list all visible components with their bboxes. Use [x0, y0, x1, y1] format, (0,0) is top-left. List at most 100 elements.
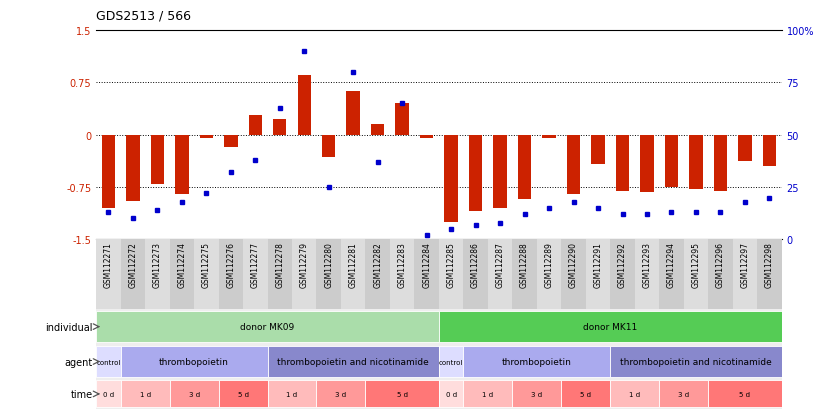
Text: 3 d: 3 d [678, 391, 690, 397]
Text: 3 d: 3 d [531, 391, 543, 397]
Bar [616, 135, 630, 191]
Bar [415, 240, 439, 309]
Text: GSM112271: GSM112271 [104, 242, 113, 288]
Bar [708, 380, 782, 407]
Bar [445, 135, 458, 223]
Bar [120, 240, 145, 309]
Bar [292, 240, 317, 309]
Bar [537, 240, 561, 309]
Bar [635, 240, 660, 309]
Text: 1 d: 1 d [140, 391, 150, 397]
Text: control: control [96, 358, 120, 365]
Text: GSM112290: GSM112290 [569, 242, 578, 288]
Bar [102, 135, 115, 209]
Bar [665, 135, 678, 188]
Bar [194, 240, 218, 309]
Text: GSM112277: GSM112277 [251, 242, 260, 288]
Text: GSM112274: GSM112274 [177, 242, 186, 288]
Text: GSM112278: GSM112278 [275, 242, 284, 288]
Text: GSM112275: GSM112275 [201, 242, 211, 288]
Bar [390, 240, 415, 309]
Bar [317, 380, 365, 407]
Bar [346, 92, 360, 135]
Text: GSM112273: GSM112273 [153, 242, 162, 288]
Bar [591, 135, 604, 165]
Bar [175, 135, 189, 195]
Text: GSM112276: GSM112276 [227, 242, 235, 288]
Text: agent: agent [64, 357, 93, 367]
Text: GSM112291: GSM112291 [594, 242, 603, 288]
Bar [567, 135, 580, 195]
Text: donor MK09: donor MK09 [241, 322, 294, 331]
Bar [517, 135, 532, 199]
Bar [317, 240, 341, 309]
Bar [420, 135, 433, 139]
Text: GSM112285: GSM112285 [446, 242, 456, 288]
Text: donor MK11: donor MK11 [584, 322, 637, 331]
Text: GSM112297: GSM112297 [741, 242, 749, 288]
Bar [512, 380, 561, 407]
Text: GSM112287: GSM112287 [496, 242, 505, 288]
Text: GSM112288: GSM112288 [520, 242, 529, 287]
Bar [439, 240, 463, 309]
Bar [170, 380, 218, 407]
Bar [561, 380, 610, 407]
Text: 0 d: 0 d [446, 391, 456, 397]
Bar [469, 135, 482, 212]
Text: time: time [70, 389, 93, 399]
Bar [371, 125, 385, 135]
Bar [738, 135, 752, 162]
Text: individual: individual [45, 322, 93, 332]
Bar [150, 135, 164, 184]
Bar [218, 380, 268, 407]
Bar [96, 346, 120, 377]
Text: GSM112292: GSM112292 [618, 242, 627, 288]
Text: thrombopoietin and nicotinamide: thrombopoietin and nicotinamide [278, 357, 429, 366]
Bar [660, 240, 684, 309]
Text: 1 d: 1 d [482, 391, 493, 397]
Bar [463, 346, 610, 377]
Text: 1 d: 1 d [630, 391, 640, 397]
Text: GSM112283: GSM112283 [398, 242, 406, 288]
Text: 3 d: 3 d [188, 391, 200, 397]
Bar [120, 346, 268, 377]
Bar [463, 240, 488, 309]
Bar [493, 135, 507, 209]
Bar [145, 240, 170, 309]
Text: 5 d: 5 d [237, 391, 248, 397]
Bar [96, 311, 439, 342]
Bar [268, 346, 439, 377]
Bar [341, 240, 365, 309]
Bar [218, 240, 243, 309]
Text: GDS2513 / 566: GDS2513 / 566 [96, 9, 191, 23]
Text: GSM112298: GSM112298 [765, 242, 774, 288]
Text: thrombopoietin: thrombopoietin [502, 357, 572, 366]
Text: GSM112282: GSM112282 [373, 242, 382, 287]
Bar [689, 135, 703, 190]
Text: 5 d: 5 d [580, 391, 591, 397]
Bar [170, 240, 194, 309]
Bar [512, 240, 537, 309]
Text: thrombopoietin and nicotinamide: thrombopoietin and nicotinamide [620, 357, 772, 366]
Text: GSM112284: GSM112284 [422, 242, 431, 288]
Bar [268, 240, 292, 309]
Text: GSM112289: GSM112289 [544, 242, 553, 288]
Text: GSM112280: GSM112280 [324, 242, 334, 288]
Bar [96, 380, 120, 407]
Bar [268, 380, 317, 407]
Bar [610, 346, 782, 377]
Text: GSM112294: GSM112294 [667, 242, 676, 288]
Bar [610, 240, 635, 309]
Bar [586, 240, 610, 309]
Text: 5 d: 5 d [396, 391, 408, 397]
Text: GSM112272: GSM112272 [129, 242, 137, 288]
Bar [439, 311, 782, 342]
Text: GSM112281: GSM112281 [349, 242, 358, 287]
Bar [126, 135, 140, 202]
Bar [96, 240, 120, 309]
Text: GSM112296: GSM112296 [716, 242, 725, 288]
Text: GSM112293: GSM112293 [643, 242, 651, 288]
Bar [732, 240, 757, 309]
Bar [243, 240, 268, 309]
Bar [543, 135, 556, 139]
